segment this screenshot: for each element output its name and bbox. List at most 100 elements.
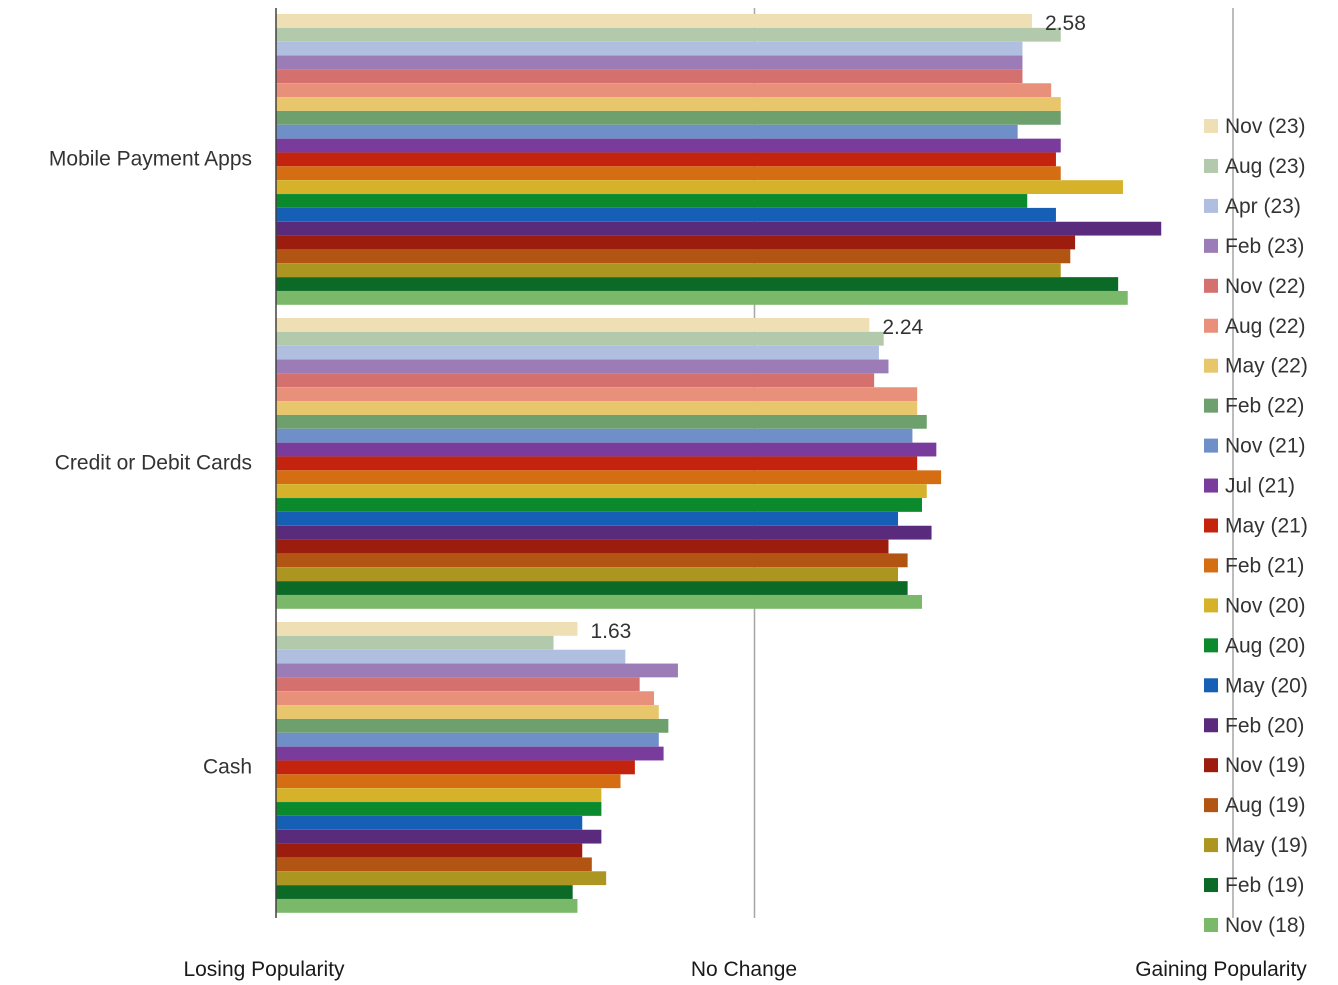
bar-credit-or-debit-cards-nov-21 [276, 428, 913, 443]
legend-item-feb-21: Feb (21) [1204, 554, 1304, 577]
bar-credit-or-debit-cards-aug-23 [276, 331, 884, 346]
x-tick-label-losing-popularity: Losing Popularity [183, 958, 345, 981]
legend-item-jul-21: Jul (21) [1204, 475, 1295, 498]
bar-mobile-payment-apps-nov-21 [276, 124, 1018, 139]
bar-credit-or-debit-cards-nov-22 [276, 373, 875, 388]
legend-swatch [1204, 878, 1218, 893]
legend-item-aug-22: Aug (22) [1204, 315, 1306, 338]
bar-credit-or-debit-cards-aug-19 [276, 553, 908, 568]
bar-credit-or-debit-cards-feb-23 [276, 359, 889, 374]
legend-label: Nov (21) [1225, 435, 1306, 458]
legend-swatch [1204, 678, 1218, 693]
data-labels: 2.58 2.24 1.63 [590, 12, 1085, 643]
bar-cash-jul-21 [276, 746, 664, 761]
bar-mobile-payment-apps-feb-22 [276, 110, 1061, 125]
bar-mobile-payment-apps-nov-19 [276, 235, 1076, 250]
legend-item-may-21: May (21) [1204, 515, 1308, 538]
bar-cash-nov-20 [276, 788, 602, 802]
bar-cash-may-22 [276, 705, 659, 719]
bar-credit-or-debit-cards-may-19 [276, 567, 899, 582]
bar-mobile-payment-apps-jul-21 [276, 138, 1061, 153]
data-label-cash: 1.63 [590, 620, 631, 643]
category-label-credit-or-debit-cards: Credit or Debit Cards [55, 451, 252, 474]
legend-swatch [1204, 358, 1218, 373]
bar-mobile-payment-apps-nov-23 [276, 14, 1033, 28]
bar-credit-or-debit-cards-may-22 [276, 401, 918, 415]
bar-credit-or-debit-cards-apr-23 [276, 345, 879, 360]
legend-label: Nov (23) [1225, 115, 1306, 138]
bar-mobile-payment-apps-may-20 [276, 207, 1056, 222]
bar-cash-feb-19 [276, 885, 573, 899]
x-tick-label-no-change: No Change [691, 958, 797, 981]
legend-swatch [1204, 198, 1218, 213]
bar-mobile-payment-apps-may-19 [276, 263, 1061, 278]
bar-cash-nov-18 [276, 899, 578, 913]
bar-mobile-payment-apps-nov-22 [276, 69, 1023, 84]
bar-mobile-payment-apps-nov-20 [276, 180, 1123, 194]
legend-item-feb-20: Feb (20) [1204, 714, 1304, 737]
bar-mobile-payment-apps-aug-19 [276, 249, 1071, 264]
bar-cash-may-19 [276, 871, 607, 886]
legend-swatch [1204, 718, 1218, 733]
bar-mobile-payment-apps-may-21 [276, 152, 1056, 167]
legend-label: Apr (23) [1225, 195, 1301, 218]
bar-cash-nov-19 [276, 843, 583, 858]
bar-mobile-payment-apps-nov-18 [276, 291, 1128, 305]
legend-label: May (22) [1225, 355, 1308, 378]
bar-cash-feb-22 [276, 718, 669, 733]
bar-mobile-payment-apps-feb-20 [276, 221, 1162, 236]
x-tick-label-gaining-popularity: Gaining Popularity [1135, 958, 1307, 981]
bar-credit-or-debit-cards-may-21 [276, 456, 918, 471]
bar-cash-nov-23 [276, 622, 578, 636]
legend: Nov (23) Aug (23) Apr (23) Feb (23) Nov (22)… [1204, 115, 1308, 937]
legend-label: Jul (21) [1225, 475, 1295, 498]
bar-credit-or-debit-cards-nov-20 [276, 484, 927, 498]
category-label-mobile-payment-apps: Mobile Payment Apps [49, 147, 252, 170]
bar-credit-or-debit-cards-jul-21 [276, 442, 937, 457]
data-label-credit-or-debit-cards: 2.24 [882, 316, 923, 339]
legend-swatch [1204, 638, 1218, 653]
bar-mobile-payment-apps-feb-23 [276, 55, 1023, 70]
bar-credit-or-debit-cards-feb-22 [276, 414, 927, 429]
bar-cash-feb-20 [276, 829, 602, 844]
legend-label: Aug (19) [1225, 794, 1306, 817]
legend-label: Nov (18) [1225, 914, 1306, 937]
legend-item-nov-21: Nov (21) [1204, 435, 1306, 458]
bar-cash-feb-21 [276, 774, 621, 789]
legend-item-may-22: May (22) [1204, 355, 1308, 378]
bar-cash-aug-22 [276, 691, 655, 706]
legend-swatch [1204, 398, 1218, 413]
legend-label: Aug (23) [1225, 155, 1306, 178]
bar-credit-or-debit-cards-aug-20 [276, 498, 922, 512]
legend-label: Feb (23) [1225, 235, 1304, 258]
bar-cash-aug-19 [276, 857, 592, 872]
legend-item-nov-23: Nov (23) [1204, 115, 1306, 138]
legend-label: May (21) [1225, 515, 1308, 538]
legend-swatch [1204, 438, 1218, 453]
legend-item-nov-20: Nov (20) [1204, 594, 1306, 617]
legend-swatch [1204, 758, 1218, 773]
legend-swatch [1204, 238, 1218, 253]
bar-cash-feb-23 [276, 663, 678, 678]
bars [276, 14, 1162, 913]
legend-item-apr-23: Apr (23) [1204, 195, 1301, 218]
legend-item-may-20: May (20) [1204, 674, 1308, 697]
bar-mobile-payment-apps-may-22 [276, 97, 1061, 111]
bar-cash-aug-23 [276, 635, 554, 650]
legend-swatch [1204, 838, 1218, 853]
legend-item-aug-23: Aug (23) [1204, 155, 1306, 178]
bar-mobile-payment-apps-apr-23 [276, 41, 1023, 56]
legend-swatch [1204, 798, 1218, 813]
legend-swatch [1204, 318, 1218, 333]
legend-item-nov-19: Nov (19) [1204, 754, 1306, 777]
category-label-cash: Cash [203, 755, 252, 778]
legend-item-aug-20: Aug (20) [1204, 634, 1306, 657]
bar-cash-may-20 [276, 815, 583, 830]
bar-mobile-payment-apps-feb-21 [276, 166, 1061, 181]
legend-label: Nov (19) [1225, 754, 1306, 777]
bar-cash-apr-23 [276, 649, 626, 664]
x-axis-labels: Losing Popularity No Change Gaining Popula… [183, 958, 1307, 981]
legend-swatch [1204, 278, 1218, 293]
bar-mobile-payment-apps-aug-22 [276, 83, 1052, 98]
bar-credit-or-debit-cards-nov-18 [276, 595, 922, 609]
